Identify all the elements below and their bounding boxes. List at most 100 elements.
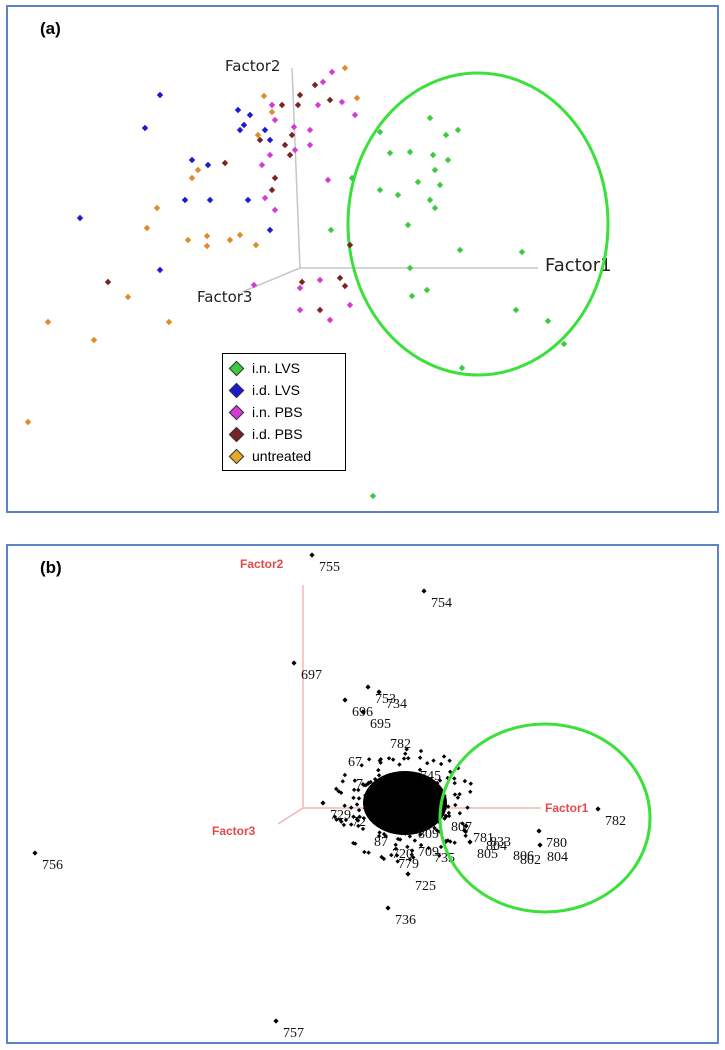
data-point <box>406 148 414 156</box>
data-point <box>457 791 462 797</box>
data-point <box>454 126 462 134</box>
data-point <box>418 832 423 837</box>
data-point <box>381 831 387 837</box>
data-point <box>240 121 248 129</box>
cluster-point-label: 67 <box>348 755 362 770</box>
point-label: 757 <box>283 1026 304 1041</box>
data-point <box>316 276 324 284</box>
legend-item: i.d. PBS <box>227 423 341 445</box>
data-point <box>294 101 302 109</box>
data-point <box>434 828 440 833</box>
point-label: 782 <box>605 814 626 829</box>
data-point <box>397 811 402 816</box>
data-point <box>432 825 437 831</box>
data-point <box>327 226 335 234</box>
data-point <box>410 794 415 800</box>
data-point <box>425 761 430 766</box>
data-point <box>445 804 451 809</box>
data-point <box>326 96 334 104</box>
data-point <box>431 758 436 763</box>
data-point <box>446 813 452 819</box>
data-point <box>465 805 470 810</box>
data-point <box>536 828 542 834</box>
data-point <box>390 823 395 829</box>
data-point <box>417 784 423 789</box>
point-label: 695 <box>370 717 391 732</box>
data-point <box>342 803 347 808</box>
data-point <box>188 156 196 164</box>
point-label: 729 <box>330 808 351 823</box>
data-point <box>418 842 424 848</box>
panel-a: (a) <box>6 5 719 513</box>
panel-b-points: 7557546977537346966957817808047828057297… <box>32 552 626 1041</box>
data-point <box>383 808 388 814</box>
data-point <box>537 842 543 848</box>
data-point <box>334 786 339 792</box>
data-point <box>394 853 400 858</box>
data-point <box>156 91 164 99</box>
data-point <box>386 756 392 761</box>
cluster-point-label: 709 <box>418 845 439 860</box>
data-point <box>437 778 443 783</box>
data-point <box>376 833 382 839</box>
data-point <box>226 236 234 244</box>
point-label: 753 <box>375 692 396 707</box>
data-point <box>392 809 398 814</box>
data-point <box>380 803 386 809</box>
data-point <box>341 822 347 828</box>
data-point <box>365 684 371 690</box>
data-point <box>404 221 412 229</box>
data-point <box>398 803 403 809</box>
data-point <box>316 306 324 314</box>
data-point <box>368 807 373 813</box>
data-point <box>397 762 402 767</box>
data-point <box>354 802 360 807</box>
data-point <box>442 816 447 821</box>
data-point <box>376 186 384 194</box>
data-point <box>260 92 268 100</box>
data-point <box>512 306 520 314</box>
data-point <box>165 318 173 326</box>
data-point <box>403 831 408 836</box>
data-point <box>254 131 262 139</box>
data-point <box>432 784 437 790</box>
data-point <box>383 813 388 819</box>
data-point <box>431 204 439 212</box>
data-point <box>320 800 326 806</box>
data-point <box>405 844 410 850</box>
data-point <box>518 248 526 256</box>
data-point <box>359 763 364 768</box>
data-point <box>384 775 390 781</box>
data-point <box>365 795 371 801</box>
legend-label: i.n. LVS <box>252 360 300 376</box>
data-point <box>143 224 151 232</box>
data-point <box>268 101 276 109</box>
data-point <box>426 196 434 204</box>
data-point <box>342 697 348 703</box>
data-point <box>403 751 408 756</box>
data-point <box>417 755 423 760</box>
data-point <box>414 178 422 186</box>
point-label: 804 <box>547 850 568 865</box>
data-point <box>334 817 339 822</box>
cluster-ellipse-b <box>438 722 652 914</box>
data-point <box>405 871 411 877</box>
data-point <box>357 814 362 819</box>
data-point <box>390 757 396 762</box>
data-point <box>417 767 423 772</box>
data-point <box>376 773 382 778</box>
data-point <box>409 812 415 817</box>
data-point <box>141 124 149 132</box>
data-point <box>452 780 457 786</box>
data-point <box>385 905 391 911</box>
data-point <box>376 767 381 773</box>
data-point <box>460 821 465 826</box>
data-point <box>429 821 434 827</box>
data-point <box>363 793 368 798</box>
data-point <box>268 186 276 194</box>
data-point <box>348 805 354 810</box>
panel-a-points <box>24 64 568 500</box>
data-point <box>194 166 202 174</box>
data-point <box>368 779 373 785</box>
